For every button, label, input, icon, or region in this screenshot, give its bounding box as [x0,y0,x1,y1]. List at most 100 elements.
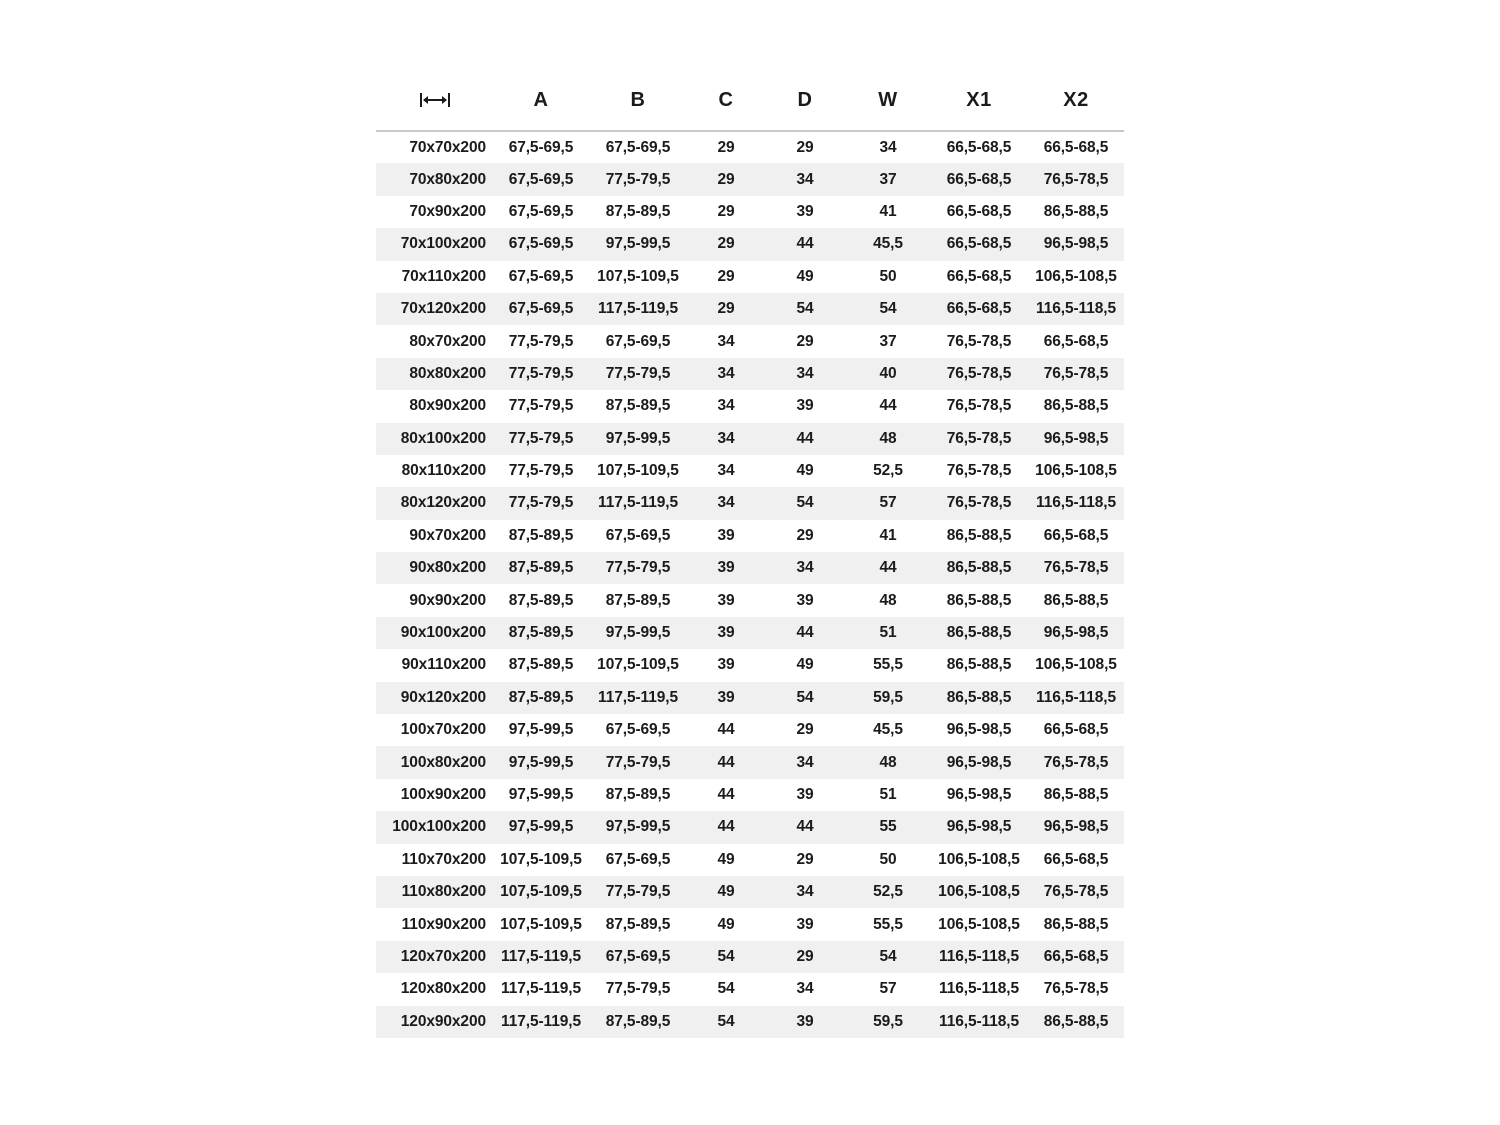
column-header-a: A [494,70,588,132]
cell-x1: 66,5-68,5 [946,170,1012,188]
cell-w: 34 [879,138,897,156]
cell-x2: 76,5-78,5 [1043,883,1109,901]
cell-w: 55,5 [873,656,903,674]
column-header-x1: X1 [930,70,1028,132]
cell-x1: 106,5-108,5 [938,883,1020,901]
cell-x2: 116,5-118,5 [1036,300,1116,318]
column-header-c: C [688,70,764,132]
cell-x2: 106,5-108,5 [1035,267,1117,285]
cell-x2: 66,5-68,5 [1043,947,1109,965]
cell-w: 57 [879,494,897,512]
cell-c: 54 [717,1012,735,1030]
cell-a: 77,5-79,5 [508,429,574,447]
cell-b: 87,5-89,5 [605,591,671,609]
cell-a: 67,5-69,5 [508,170,574,188]
cell-a: 87,5-89,5 [508,559,574,577]
cell-w: 48 [879,591,897,609]
cell-a: 87,5-89,5 [508,526,574,544]
cell-d: 29 [796,138,814,156]
cell-d: 44 [796,235,814,253]
table-row: 80x90x200 77,5-79,5 87,5-89,5 34 39 44 76,5-78… [376,390,1124,423]
cell-size: 110x90x200 [401,915,486,933]
table-row: 90x110x200 87,5-89,5 107,5-109,5 39 49 55,5 86… [376,649,1124,682]
cell-c: 34 [717,494,735,512]
cell-c: 34 [717,332,735,350]
table-row: 90x70x200 87,5-89,5 67,5-69,5 39 29 41 86,5-88… [376,519,1124,553]
cell-x2: 96,5-98,5 [1043,235,1109,253]
cell-x2: 66,5-68,5 [1043,332,1109,350]
cell-d: 39 [796,915,814,933]
table-row: 70x100x200 67,5-69,5 97,5-99,5 29 44 45,5 66,5… [376,228,1124,261]
cell-a: 67,5-69,5 [508,300,574,318]
cell-a: 67,5-69,5 [508,267,574,285]
cell-x1: 76,5-78,5 [946,364,1012,382]
cell-c: 29 [717,170,735,188]
cell-x2: 66,5-68,5 [1043,526,1109,544]
cell-c: 29 [717,300,735,318]
cell-d: 49 [796,267,814,285]
cell-a: 97,5-99,5 [508,753,574,771]
cell-a: 67,5-69,5 [508,202,574,220]
cell-b: 117,5-119,5 [598,688,678,706]
cell-size: 110x70x200 [401,850,486,868]
cell-d: 39 [796,1012,814,1030]
cell-c: 34 [717,364,735,382]
cell-b: 77,5-79,5 [605,364,671,382]
cell-w: 57 [879,980,897,998]
dimension-spec-table: A B C D W X1 X2 70x70x200 67,5-69,5 67,5-6… [376,70,1124,1038]
cell-x2: 86,5-88,5 [1043,591,1109,609]
cell-d: 54 [796,688,814,706]
cell-size: 70x90x200 [409,202,486,220]
table-row: 70x110x200 67,5-69,5 107,5-109,5 29 49 50 66,5… [376,260,1124,293]
cell-d: 44 [796,624,814,642]
cell-w: 55,5 [873,915,903,933]
cell-w: 51 [879,624,897,642]
cell-d: 44 [796,818,814,836]
table-row: 110x80x200 107,5-109,5 77,5-79,5 49 34 52,5 10… [376,875,1124,909]
cell-d: 29 [796,850,814,868]
table-row: 70x90x200 67,5-69,5 87,5-89,5 29 39 41 66,5-68… [376,195,1124,229]
cell-a: 77,5-79,5 [508,332,574,350]
cell-w: 59,5 [873,688,903,706]
cell-w: 45,5 [873,721,903,739]
cell-a: 97,5-99,5 [508,818,574,836]
column-header-size [376,70,494,132]
dimension-width-icon [420,93,450,108]
cell-b: 107,5-109,5 [597,267,679,285]
cell-x1: 66,5-68,5 [946,138,1012,156]
cell-a: 87,5-89,5 [508,591,574,609]
cell-w: 55 [879,818,897,836]
cell-b: 67,5-69,5 [605,850,671,868]
cell-d: 29 [796,526,814,544]
cell-c: 49 [717,915,735,933]
cell-w: 51 [879,786,897,803]
cell-x1: 76,5-78,5 [946,397,1012,415]
cell-c: 39 [717,656,735,674]
cell-a: 77,5-79,5 [508,494,574,512]
cell-b: 77,5-79,5 [605,170,671,188]
table-header: A B C D W X1 X2 [376,70,1124,132]
cell-d: 29 [796,332,814,350]
cell-size: 70x120x200 [400,300,486,318]
cell-c: 29 [717,235,735,253]
cell-w: 54 [879,300,897,318]
cell-d: 54 [796,300,814,318]
cell-a: 117,5-119,5 [501,980,581,998]
cell-c: 44 [717,818,735,836]
cell-size: 120x90x200 [400,1012,486,1030]
cell-x2: 76,5-78,5 [1043,170,1109,188]
cell-size: 80x110x200 [401,462,486,480]
cell-x2: 76,5-78,5 [1043,364,1109,382]
table-row: 80x70x200 77,5-79,5 67,5-69,5 34 29 37 76,5-78… [376,325,1124,358]
cell-w: 50 [879,850,897,868]
cell-b: 67,5-69,5 [605,332,671,350]
cell-x2: 96,5-98,5 [1043,429,1109,447]
cell-x2: 66,5-68,5 [1043,721,1109,739]
table-row: 90x120x200 87,5-89,5 117,5-119,5 39 54 59,5 86… [376,681,1124,715]
table-row: 120x90x200 117,5-119,5 87,5-89,5 54 39 59,5 11… [376,1005,1124,1038]
cell-x2: 116,5-118,5 [1036,494,1116,512]
cell-b: 117,5-119,5 [598,300,678,318]
cell-x2: 86,5-88,5 [1043,397,1109,415]
cell-size: 90x70x200 [409,526,486,544]
cell-x1: 86,5-88,5 [946,688,1012,706]
